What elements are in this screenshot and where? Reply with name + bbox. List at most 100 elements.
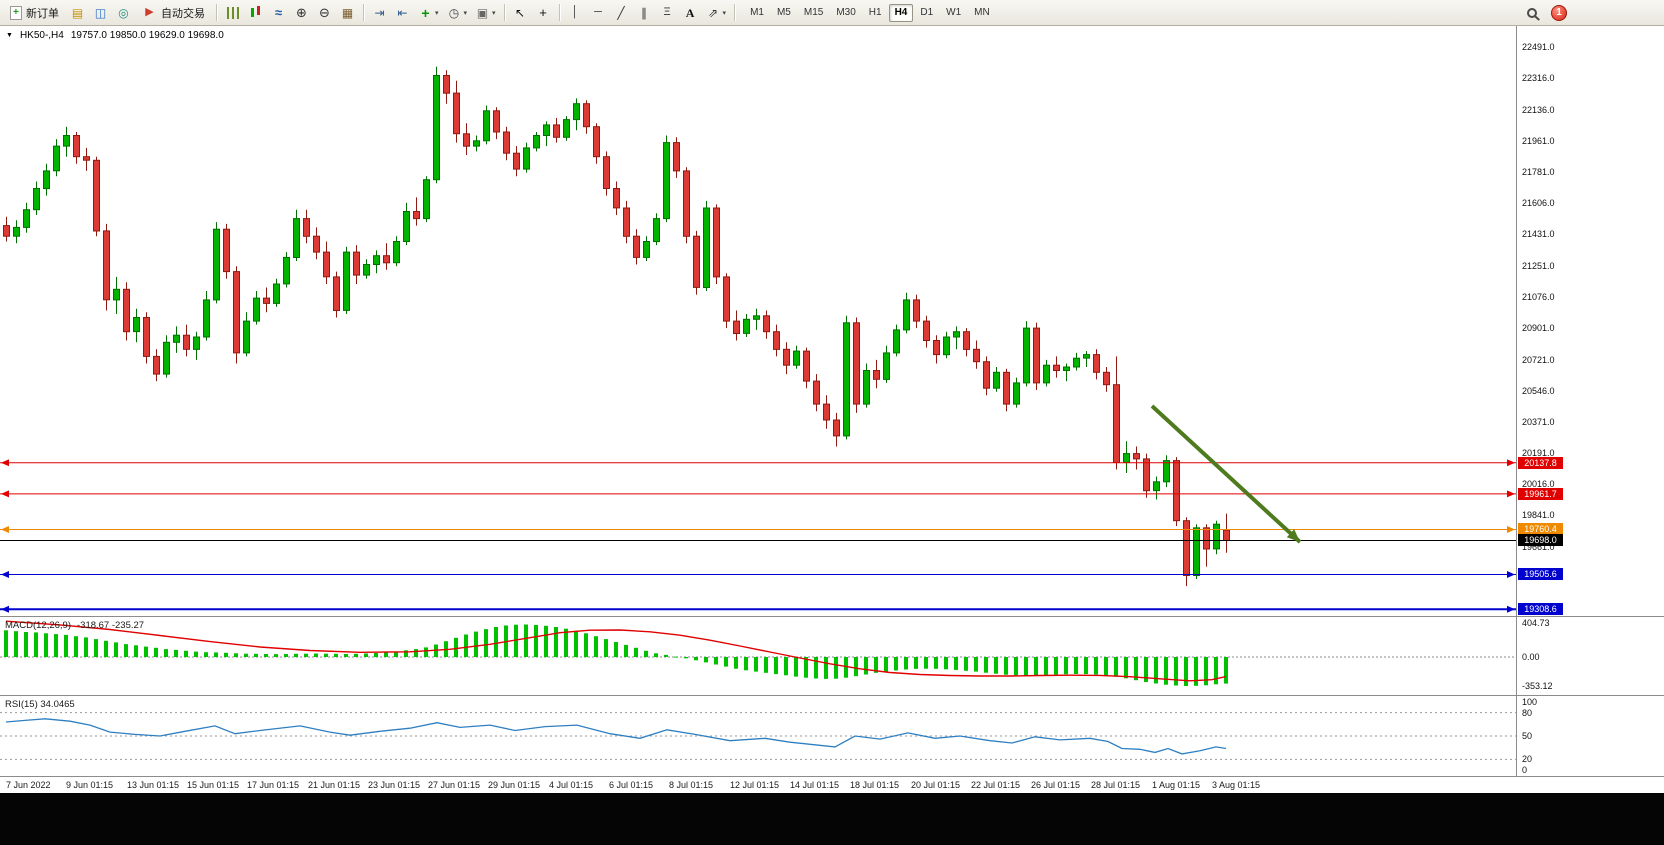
time-axis-label: 22 Jul 01:15 [971,780,1021,790]
time-axis-label: 20 Jul 01:15 [911,780,961,790]
auto-scroll-button[interactable] [368,2,391,23]
macd-axis-label: -353.12 [1522,681,1553,691]
time-axis-label: 13 Jun 01:15 [127,780,180,790]
macd-canvas[interactable] [0,618,1516,695]
new-order-label: 新订单 [26,7,59,20]
time-axis-label: 8 Jul 01:15 [669,780,714,790]
cursor-button[interactable] [509,2,532,23]
collapse-icon[interactable]: ▼ [6,32,13,39]
rsi-axis-label: 50 [1522,731,1533,741]
new-order-button[interactable]: 新订单 [3,2,66,23]
time-axis-label: 23 Jun 01:15 [368,780,421,790]
price-axis-label: 20721.0 [1522,355,1555,365]
price-axis-label: 22491.0 [1522,42,1555,52]
price-axis-label: 19661.0 [1522,542,1555,552]
timeframe-w1-button[interactable]: W1 [946,6,962,18]
fibonacci-icon [660,5,675,20]
time-axis-label: 21 Jun 01:15 [308,780,361,790]
macd-values: -318.67 -235.27 [77,620,145,631]
price-axis-label: 22316.0 [1522,73,1555,83]
templates-button[interactable]: ▾ [471,2,500,23]
ohlc-label: 19757.0 19850.0 19629.0 19698.0 [70,30,224,41]
timeframe-m1-button[interactable]: M1 [750,6,764,18]
toolbar-separator [734,4,736,21]
channel-button[interactable] [633,2,656,23]
time-axis[interactable]: 7 Jun 2022 9 Jun 01:15 13 Jun 01:15 15 Jun … [0,776,1664,793]
navigator-icon [116,5,131,20]
trendline-button[interactable] [610,2,633,23]
price-axis-label: 20546.0 [1522,386,1555,396]
panel-separator[interactable] [0,616,1664,617]
timeframe-h1-button[interactable]: H1 [868,6,882,18]
auto-scroll-icon [372,5,387,20]
fibonacci-button[interactable] [656,2,679,23]
price-axis-gutter[interactable]: 22491.0 22316.0 22136.0 21961.0 21781.0 21606… [1516,26,1664,776]
price-chart-panel: ▼ HK50-,H4 19757.0 19850.0 19629.0 19698… [0,26,1516,616]
clock-icon [447,5,462,20]
timeframe-mn-button[interactable]: MN [974,6,990,18]
price-axis-label: 20191.0 [1522,448,1555,458]
price-axis-label: 21961.0 [1522,136,1555,146]
bar-chart-icon [226,6,239,19]
horizontal-line-button[interactable] [587,2,610,23]
indicators-button[interactable]: ▾ [414,2,443,23]
price-tag: 19698.0 [1518,534,1563,546]
toolbar-separator [216,4,217,21]
rsi-label: RSI(15) 34.0465 [5,699,75,710]
line-chart-icon [271,5,286,20]
zoom-in-button[interactable] [290,2,313,23]
vertical-line-icon [568,5,583,20]
periods-button[interactable]: ▾ [443,2,472,23]
arrows-tool-button[interactable]: ▾ [702,2,731,23]
symbol-period-label: HK50-,H4 [19,30,64,41]
line-chart-button[interactable] [267,2,290,23]
tile-windows-button[interactable] [336,2,359,23]
chart-shift-icon [395,5,410,20]
vertical-line-button[interactable] [564,2,587,23]
time-axis-label: 17 Jun 01:15 [247,780,300,790]
cursor-icon [513,5,528,20]
template-icon [475,5,490,20]
chart-shift-button[interactable] [391,2,414,23]
timeframe-m15-button[interactable]: M15 [803,6,824,18]
panel-separator[interactable] [0,695,1664,696]
time-axis-label: 14 Jul 01:15 [790,780,840,790]
rsi-panel: RSI(15) 34.0465 [0,697,1516,775]
zoom-in-icon [294,5,309,20]
channel-icon [637,5,652,20]
zoom-out-button[interactable] [313,2,336,23]
navigator-button[interactable] [112,2,135,23]
timeframe-m30-button[interactable]: M30 [836,6,856,18]
price-tag: 19308.6 [1518,603,1563,615]
text-tool-button[interactable] [679,2,702,23]
market-watch-icon [93,5,108,20]
market-watch-button[interactable] [89,2,112,23]
text-tool-icon [683,5,698,20]
candlestick-chart-icon [249,6,262,19]
horizontal-line-icon [591,5,606,20]
charts-icon [70,5,85,20]
crosshair-button[interactable] [532,2,555,23]
price-tag: 19961.7 [1518,488,1563,500]
timeframe-h4-button[interactable]: H4 [888,3,914,22]
bar-chart-button[interactable] [221,2,244,23]
macd-label: MACD(12,26,9) -318.67 -235.27 [5,620,144,631]
rsi-canvas[interactable] [0,697,1516,775]
crosshair-icon [536,5,551,20]
autotrading-button[interactable]: 自动交易 [135,2,212,23]
zoom-out-icon [317,5,332,20]
timeframe-m5-button[interactable]: M5 [776,6,791,18]
search-icon[interactable] [1527,7,1537,18]
price-axis-label: 21251.0 [1522,261,1555,271]
price-axis-label: 20371.0 [1522,417,1555,427]
arrows-tool-icon [706,5,721,20]
tile-windows-icon [340,5,355,20]
chevron-down-icon: ▾ [435,9,439,17]
charts-button[interactable] [66,2,89,23]
timeframe-d1-button[interactable]: D1 [920,6,934,18]
candlestick-chart-button[interactable] [244,2,267,23]
candlestick-canvas[interactable] [0,26,1516,616]
price-axis-label: 21781.0 [1522,167,1555,177]
time-axis-label: 27 Jun 01:15 [428,780,481,790]
notification-badge[interactable]: 1 [1551,4,1567,21]
